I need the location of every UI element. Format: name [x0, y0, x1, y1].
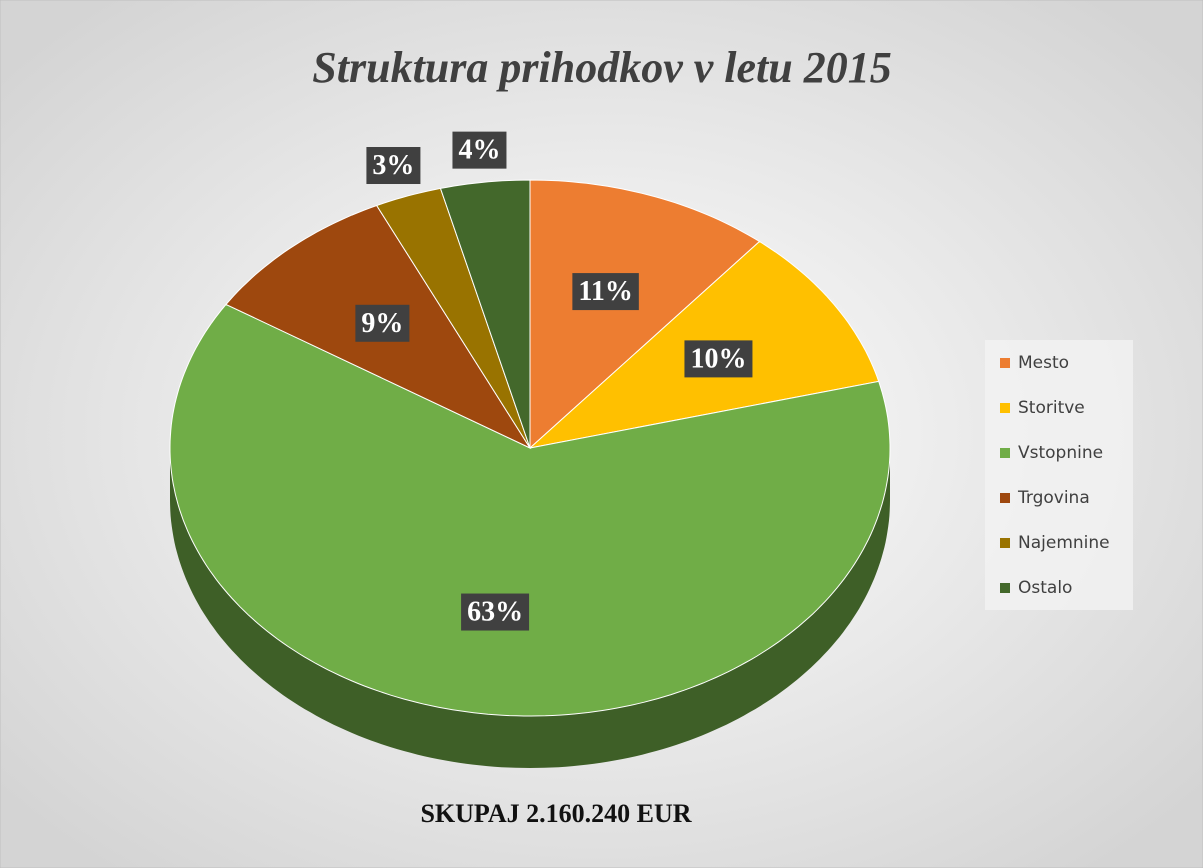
- data-label: 9%: [361, 308, 403, 339]
- legend-swatch: [1000, 583, 1010, 593]
- legend-label: Trgovina: [1017, 488, 1090, 508]
- legend-label: Mesto: [1018, 353, 1069, 373]
- data-label: 10%: [690, 343, 746, 374]
- legend-label: Vstopnine: [1018, 443, 1103, 463]
- data-label-box: [572, 273, 639, 311]
- legend-swatch: [1000, 538, 1010, 548]
- data-label-box: [452, 131, 507, 169]
- chart-title: Struktura prihodkov v letu 2015: [312, 43, 891, 92]
- data-label-box: [355, 304, 410, 342]
- slice: [439, 179, 531, 449]
- legend-swatch: [1000, 493, 1010, 503]
- legend-swatch: [1000, 448, 1010, 458]
- legend-label: Storitve: [1018, 398, 1085, 418]
- data-label: 11%: [578, 276, 632, 307]
- legend-label: Najemnine: [1018, 533, 1110, 553]
- data-label: 4%: [458, 135, 500, 166]
- slice-side: [170, 448, 890, 768]
- legend-swatch: [1000, 358, 1010, 368]
- slice: [169, 303, 891, 717]
- slice: [375, 187, 531, 449]
- legend-box: [985, 340, 1133, 610]
- data-label-box: [366, 147, 421, 185]
- legend-label: Ostalo: [1018, 578, 1072, 598]
- data-label-box: [684, 340, 753, 378]
- total-annotation: SKUPAJ 2.160.240 EUR: [420, 799, 691, 828]
- slice: [529, 179, 761, 450]
- data-label: 3%: [372, 150, 414, 181]
- data-label-box: [461, 593, 530, 631]
- legend-swatch: [1000, 403, 1010, 413]
- data-label: 63%: [467, 597, 523, 628]
